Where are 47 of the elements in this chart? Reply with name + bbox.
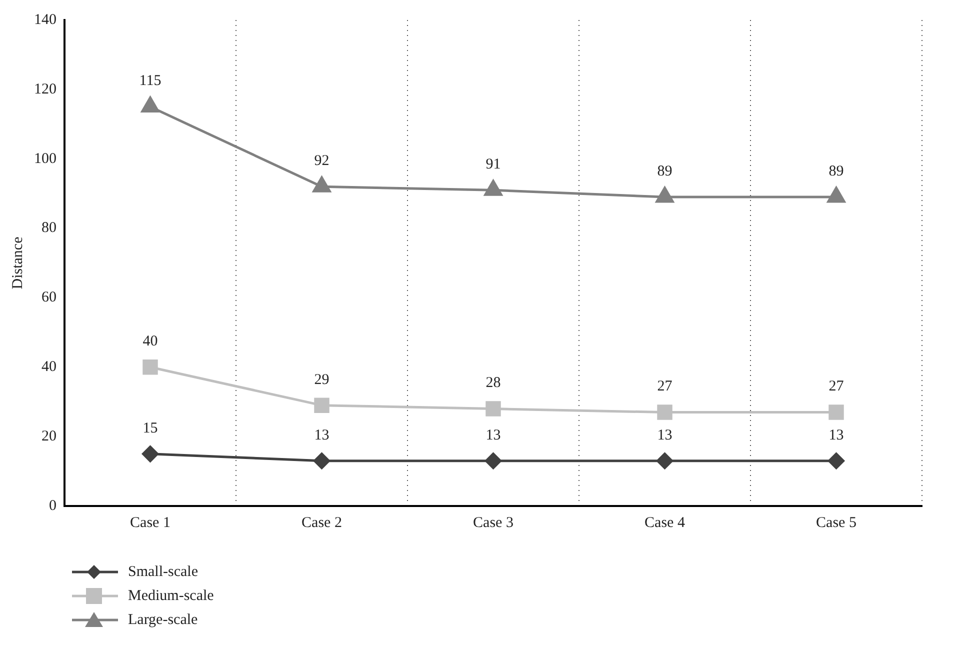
point — [656, 186, 674, 203]
x-tick-label: Case 2 — [302, 514, 342, 531]
data-label: 15 — [142, 420, 158, 436]
data-label: 27 — [657, 378, 673, 395]
point — [486, 401, 501, 416]
point — [142, 360, 158, 375]
y-tick-label: 100 — [34, 150, 56, 167]
x-tick-label: Case 4 — [644, 514, 686, 531]
data-label: 13 — [486, 427, 501, 444]
data-label: 92 — [314, 153, 330, 170]
data-label: 89 — [828, 163, 844, 180]
data-label: 91 — [486, 156, 501, 173]
point — [314, 452, 330, 470]
data-label: 13 — [828, 427, 844, 444]
point — [656, 452, 673, 470]
legend-label: Medium-scale — [128, 588, 214, 604]
y-tick-label: 120 — [34, 81, 56, 98]
y-tick-label: 20 — [42, 428, 56, 445]
y-tick-label: 60 — [42, 290, 56, 306]
data-label: 13 — [657, 427, 672, 444]
y-tick-label: 0 — [49, 498, 56, 514]
point — [827, 186, 846, 203]
point — [141, 96, 160, 113]
point — [314, 398, 330, 413]
point — [828, 452, 844, 470]
point — [142, 446, 158, 462]
data-label: 28 — [486, 375, 501, 392]
y-tick-label: 40 — [42, 359, 56, 376]
x-tick-label: Case 5 — [816, 514, 856, 531]
data-label: 13 — [314, 427, 330, 444]
point — [484, 180, 502, 196]
point — [312, 176, 331, 192]
x-tick-label: Case 1 — [130, 514, 170, 531]
y-axis-title: Distance — [10, 236, 26, 290]
data-label: 27 — [828, 378, 844, 395]
data-label: 115 — [139, 73, 162, 90]
point — [485, 452, 502, 470]
point — [828, 404, 844, 420]
data-label: 29 — [314, 372, 330, 388]
data-label: 40 — [142, 334, 158, 350]
point — [657, 404, 672, 420]
legend-label: Large-scale — [128, 612, 198, 628]
y-tick-label: 140 — [34, 12, 56, 28]
y-tick-label: 80 — [42, 220, 56, 236]
legend-label: Small-scale — [128, 564, 198, 580]
x-tick-label: Case 3 — [473, 514, 514, 531]
data-label: 89 — [657, 163, 672, 180]
